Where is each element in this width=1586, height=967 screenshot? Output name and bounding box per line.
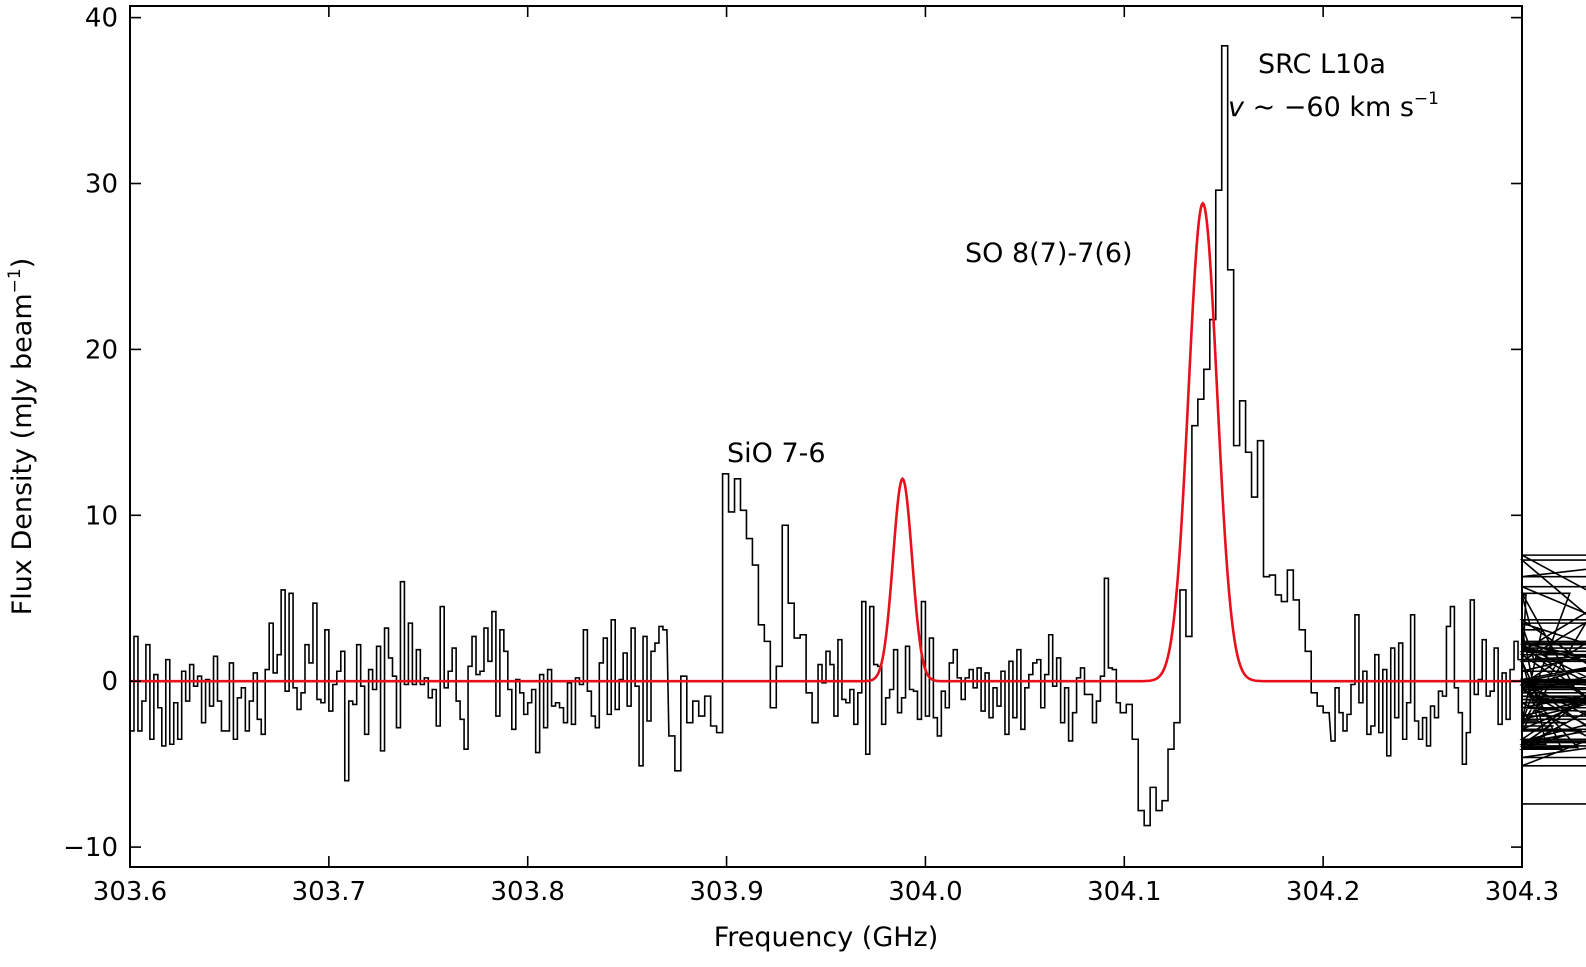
source-annotation: SRC L10a	[1258, 49, 1386, 80]
x-axis: 303.6 303.7 303.8 303.9 304.0 304.1 304.2 304.3	[93, 6, 1559, 907]
x-tick-label: 304.0	[888, 877, 962, 907]
y-axis-label: Flux Density (mJy beam−1)	[5, 258, 38, 616]
y-tick-label: 0	[101, 667, 118, 697]
fit-curve-series	[130, 201, 1522, 683]
sio-line-label: SiO 7-6	[727, 438, 826, 469]
y-axis: −10 0 10 20 30 40	[63, 4, 1522, 863]
so-line-label: SO 8(7)-7(6)	[965, 238, 1133, 269]
velocity-value: ∼ −60 km s	[1244, 92, 1414, 123]
velocity-unit-superscript: −1	[1414, 89, 1439, 109]
y-tick-label: 40	[85, 4, 118, 34]
x-tick-label: 303.8	[490, 877, 564, 907]
x-axis-label: Frequency (GHz)	[714, 922, 939, 953]
y-tick-label: 10	[85, 501, 118, 531]
plot-frame	[129, 5, 1523, 868]
spectrum-series	[130, 45, 1586, 827]
y-tick-label: −10	[63, 833, 118, 863]
x-tick-label: 303.9	[689, 877, 763, 907]
velocity-annotation: v ∼ −60 km s−1	[1228, 89, 1439, 123]
y-tick-label: 20	[85, 335, 118, 365]
x-tick-label: 304.1	[1087, 877, 1161, 907]
y-axis-label-superscript: −1	[5, 268, 25, 293]
velocity-symbol: v	[1228, 92, 1245, 123]
x-tick-label: 303.7	[292, 877, 366, 907]
plot-content	[130, 45, 1586, 827]
x-tick-label: 303.6	[93, 877, 167, 907]
x-tick-label: 304.2	[1286, 877, 1360, 907]
x-tick-label: 304.3	[1485, 877, 1559, 907]
y-tick-label: 30	[85, 170, 118, 200]
y-axis-label-close: )	[7, 258, 38, 269]
y-axis-label-text: Flux Density (mJy beam	[7, 293, 38, 615]
